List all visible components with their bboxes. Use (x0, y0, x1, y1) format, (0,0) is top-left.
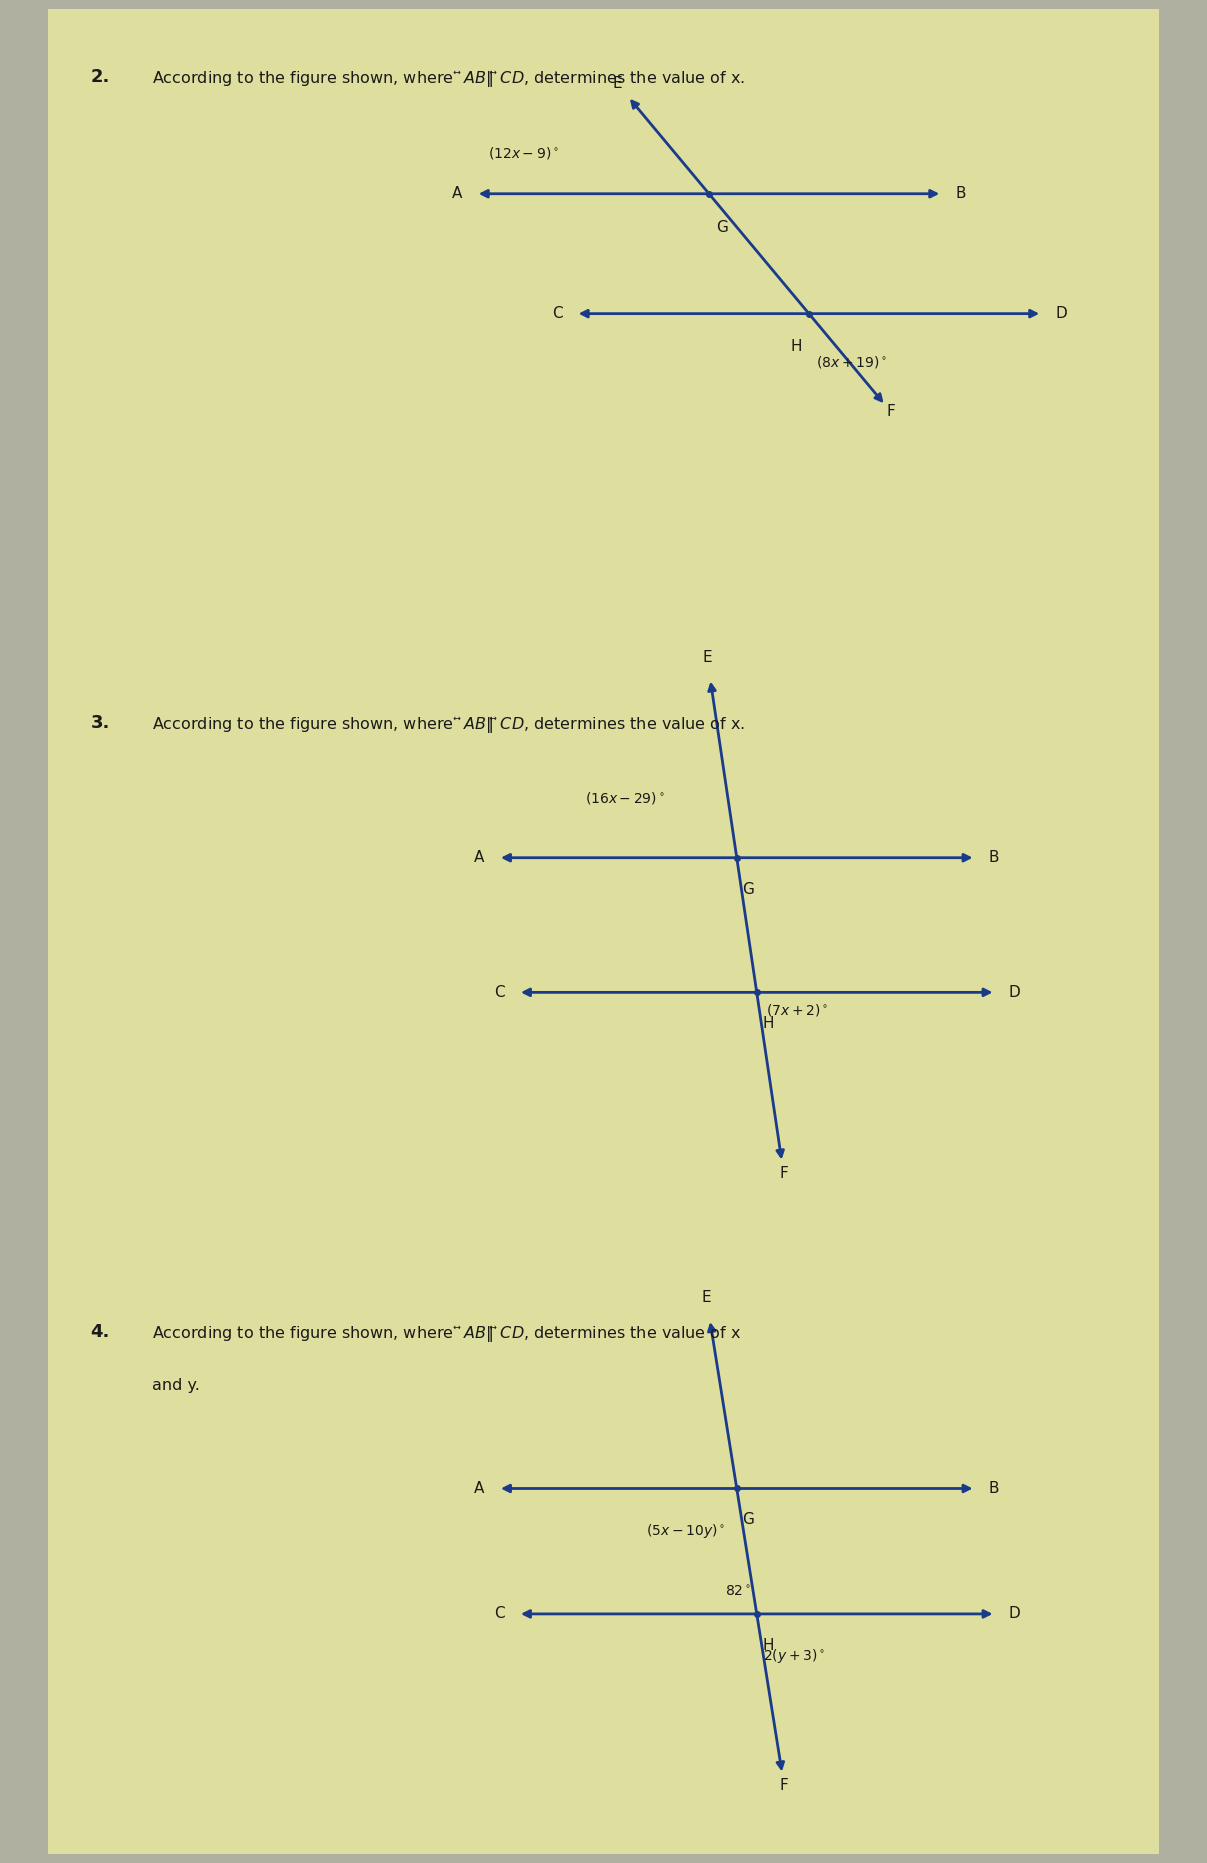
Text: E: E (702, 650, 712, 665)
Text: $82^\circ$: $82^\circ$ (725, 1585, 751, 1598)
Text: F: F (886, 404, 896, 419)
Text: C: C (552, 306, 562, 320)
Text: A: A (474, 1481, 485, 1496)
Text: $(8x + 19)^\circ$: $(8x + 19)^\circ$ (816, 354, 887, 371)
Text: E: E (701, 1291, 711, 1306)
Text: F: F (780, 1777, 788, 1792)
Text: G: G (742, 881, 754, 896)
Text: $2(y + 3)^\circ$: $2(y + 3)^\circ$ (763, 1647, 826, 1666)
Text: G: G (716, 220, 728, 235)
Text: E: E (612, 76, 622, 91)
Text: A: A (474, 850, 485, 864)
Text: 2.: 2. (91, 69, 110, 86)
Text: 3.: 3. (91, 714, 110, 732)
Text: C: C (494, 986, 505, 1000)
Text: $(7x + 2)^\circ$: $(7x + 2)^\circ$ (765, 1002, 828, 1017)
Text: H: H (791, 339, 803, 354)
Text: $(5x - 10y)^\circ$: $(5x - 10y)^\circ$ (647, 1522, 725, 1539)
Text: B: B (989, 1481, 999, 1496)
Text: C: C (494, 1606, 505, 1621)
Text: D: D (1055, 306, 1067, 320)
Text: D: D (1009, 1606, 1021, 1621)
Text: $(16x - 29)^\circ$: $(16x - 29)^\circ$ (585, 790, 665, 807)
Text: G: G (742, 1513, 754, 1528)
Text: D: D (1009, 986, 1021, 1000)
Text: According to the figure shown, where $\overleftrightarrow{AB}\|\overleftrightarr: According to the figure shown, where $\o… (152, 714, 745, 734)
Text: and y.: and y. (152, 1379, 199, 1394)
Text: H: H (763, 1017, 774, 1032)
Text: A: A (453, 186, 462, 201)
Text: H: H (763, 1638, 774, 1652)
Text: B: B (956, 186, 966, 201)
Text: 4.: 4. (91, 1323, 110, 1341)
Text: According to the figure shown, where $\overleftrightarrow{AB}\|\overleftrightarr: According to the figure shown, where $\o… (152, 1323, 741, 1343)
Text: According to the figure shown, where $\overleftrightarrow{AB}\|\overleftrightarr: According to the figure shown, where $\o… (152, 69, 745, 89)
Text: F: F (780, 1166, 788, 1181)
Text: B: B (989, 850, 999, 864)
Text: $(12x - 9)^\circ$: $(12x - 9)^\circ$ (488, 145, 559, 160)
